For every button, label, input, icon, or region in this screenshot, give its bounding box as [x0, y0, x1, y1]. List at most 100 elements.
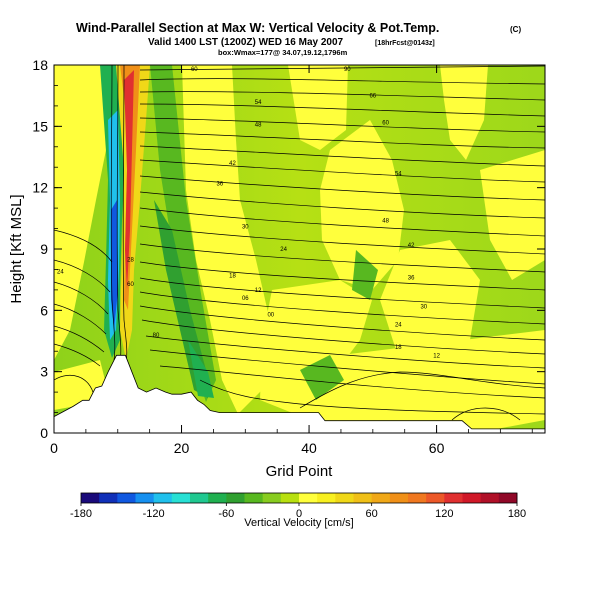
y-tick-label: 3 [40, 364, 48, 380]
colorbar-swatch [262, 493, 282, 503]
isentrope-label: 48 [382, 218, 389, 224]
colorbar-ticks: -180 -120 -60 0 60 120 180 [70, 503, 526, 520]
y-tick-label: 18 [32, 57, 48, 73]
isentrope-label: 00 [267, 313, 274, 319]
colorbar-swatch [226, 493, 245, 503]
colorbar-swatch [190, 493, 209, 503]
isentrope-line [116, 65, 122, 363]
isentrope-label: 06 [242, 296, 249, 302]
colorbar-tick-label: -120 [143, 508, 165, 520]
y-tick-label: 12 [32, 180, 48, 196]
colorbar-swatch [171, 493, 191, 503]
isentrope-label: 30 [420, 304, 427, 310]
isentrope-line [199, 379, 545, 415]
colorbar-swatch [498, 493, 518, 503]
colorbar-swatch [280, 493, 300, 503]
isentrope-label: 36 [408, 276, 415, 282]
colorbar-label: Vertical Velocity [cm/s] [244, 517, 353, 529]
isentrope-label: 12 [255, 288, 262, 294]
isentrope-label: 30 [242, 225, 249, 231]
isentrope-label: 18 [229, 274, 236, 280]
colorbar-swatch [426, 493, 445, 503]
isentrope-line [299, 371, 545, 409]
isentrope-label: 42 [408, 243, 415, 249]
chart-box-info: box:Wmax=177@ 34.07,19.12,1796m [218, 48, 348, 57]
isentrope-line [139, 261, 545, 291]
colorbar-swatch [444, 493, 463, 503]
isentrope-line [139, 91, 545, 101]
isentrope-line [139, 225, 545, 255]
colorbar-swatch [371, 493, 391, 503]
isentrope-label: 48 [255, 122, 262, 128]
isentrope-line [139, 131, 545, 149]
isentrope-line [54, 303, 107, 335]
colorbar-swatch [353, 493, 373, 503]
chart-title: Wind-Parallel Section at Max W: Vertical… [76, 21, 439, 35]
colorbar-swatch [462, 493, 482, 503]
colorbar-swatch [117, 493, 136, 503]
isentrope-label: 36 [216, 182, 223, 188]
colorbar-swatch [153, 493, 173, 503]
colorbar-swatch [335, 493, 354, 503]
colorbar-swatch [81, 493, 100, 503]
x-tick-label: 40 [301, 440, 317, 456]
colorbar-tick-label: 120 [435, 508, 453, 520]
isentrope-line [139, 305, 545, 341]
chart-title-mark: (C) [510, 25, 521, 34]
plot-area: 60 54 48 42 36 30 24 18 12 06 00 60 80 28 90 66 60 54 48 42… [54, 65, 545, 433]
colorbar-tick-label: 180 [508, 508, 526, 520]
updraft-region [480, 150, 545, 280]
isentrope-line [139, 191, 545, 219]
isentrope-contours [54, 65, 545, 421]
colorbar-swatch [389, 493, 409, 503]
chart-subtitle: Valid 1400 LST (1200Z) WED 16 May 2007 [148, 37, 344, 48]
updraft-region [182, 65, 272, 414]
colorbar [80, 492, 518, 504]
isentrope-label: 54 [395, 171, 402, 177]
isentrope-line [54, 259, 111, 293]
isentrope-line [145, 335, 545, 369]
colorbar-tick-label: 60 [366, 508, 378, 520]
isentrope-line [139, 175, 545, 201]
colorbar-swatch [480, 493, 500, 503]
colorbar-swatch [135, 493, 155, 503]
updraft-region [288, 65, 348, 150]
downdraft-region [150, 65, 216, 402]
colorbar-tick-label: -180 [70, 508, 92, 520]
x-tick-label: 60 [429, 440, 445, 456]
y-tick-label: 0 [40, 425, 48, 441]
isentrope-line [54, 325, 105, 353]
updraft-region [54, 65, 112, 360]
isentrope-label: 24 [57, 270, 64, 276]
strong-downdraft-core [111, 200, 118, 330]
isentrope-line [139, 103, 545, 117]
colorbar-swatch [408, 493, 427, 503]
isentrope-line [54, 343, 101, 367]
isentrope-label: 18 [395, 345, 402, 351]
isentrope-line [139, 65, 545, 71]
isentrope-line [139, 159, 545, 183]
colorbar-swatch [244, 493, 264, 503]
colorbar-tick-label: 0 [296, 508, 302, 520]
isentrope-line [139, 291, 545, 325]
isentrope-label: 80 [153, 333, 160, 339]
isentrope-line [139, 207, 545, 237]
isentrope-line [141, 319, 545, 355]
isentrope-label: 66 [369, 94, 376, 100]
isentrope-label: 12 [433, 353, 440, 359]
terrain-mask [54, 354, 545, 433]
isentrope-label: 42 [229, 161, 236, 167]
isentrope-line [54, 281, 109, 315]
downdraft-region [300, 355, 344, 400]
colorbar-swatch [208, 493, 227, 503]
colorbar-tick-label: -60 [218, 508, 234, 520]
y-tick-label: 9 [40, 241, 48, 257]
isentrope-line [139, 78, 545, 85]
downdraft-region [154, 200, 208, 398]
x-tick-label: 20 [174, 440, 190, 456]
updraft-region [440, 65, 488, 160]
isentrope-line [139, 145, 545, 167]
colorbar-swatch [299, 493, 318, 503]
